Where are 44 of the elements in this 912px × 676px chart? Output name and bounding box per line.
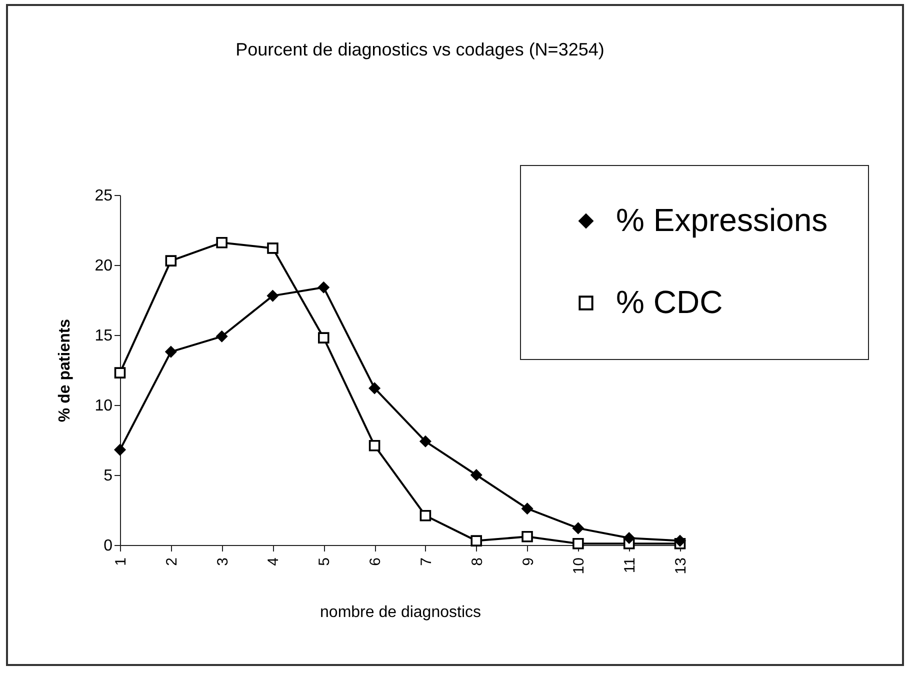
x-tick-label: 2 — [163, 558, 180, 566]
point — [267, 290, 278, 302]
point — [572, 538, 584, 550]
x-tick-label: 13 — [672, 558, 690, 574]
x-tick-label: 8 — [468, 558, 486, 566]
point — [420, 510, 432, 522]
point — [165, 346, 177, 358]
point — [522, 502, 533, 514]
legend-label: % Expressions — [616, 202, 828, 238]
y-tick-label: 25 — [94, 188, 113, 204]
chart-title: Pourcent de diagnostics vs codages (N=3254) — [236, 40, 604, 60]
x-tick-label: 7 — [418, 558, 435, 566]
legend-label: % CDC — [616, 284, 723, 320]
point — [114, 367, 126, 378]
x-tick-label: 9 — [520, 558, 537, 566]
x-tick-label: 4 — [265, 558, 282, 566]
point — [470, 469, 482, 481]
x-tick-label: 11 — [622, 558, 639, 574]
point — [267, 242, 278, 254]
point — [114, 444, 126, 456]
x-tick-label: 6 — [367, 558, 384, 566]
y-tick-label: 20 — [94, 258, 113, 274]
point — [623, 532, 635, 544]
y-tick-label: 0 — [104, 538, 113, 554]
point — [318, 282, 330, 294]
x-tick-label: 3 — [214, 558, 232, 566]
point — [216, 236, 228, 248]
y-tick-label: 15 — [94, 328, 113, 344]
y-axis-title: % de patients — [56, 318, 74, 422]
x-tick-label: 10 — [570, 558, 588, 574]
point — [522, 530, 533, 542]
point — [368, 382, 380, 394]
point — [572, 522, 584, 534]
x-tick-label: 1 — [112, 558, 130, 566]
x-tick-label: 5 — [316, 558, 334, 566]
x-axis-title: nombre de diagnostics — [320, 604, 481, 622]
point — [165, 255, 177, 266]
y-tick-label: 5 — [104, 468, 113, 484]
point — [420, 436, 432, 448]
point — [216, 330, 228, 342]
point — [470, 535, 482, 546]
point — [318, 332, 330, 344]
point — [368, 440, 380, 452]
y-tick-label: 10 — [94, 398, 113, 414]
